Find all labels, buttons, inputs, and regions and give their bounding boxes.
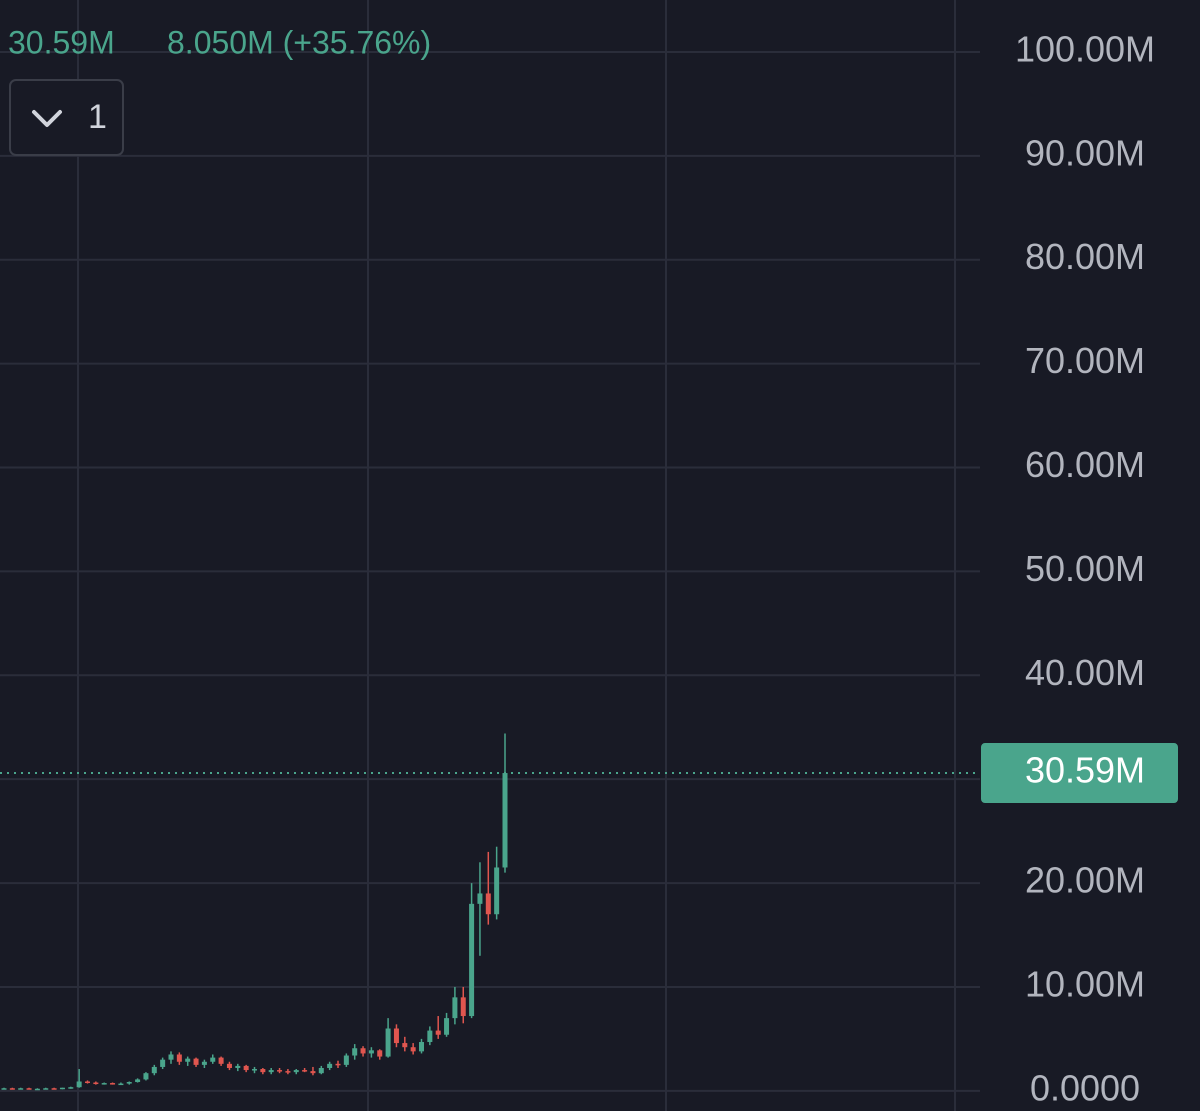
candle-body [18,1088,24,1090]
candle-body [185,1058,191,1062]
y-tick-label: 0.0000 [1030,1067,1140,1108]
candle-body [101,1083,107,1085]
candle-body [51,1088,57,1090]
candle-body [59,1087,65,1090]
candle-body [452,997,458,1019]
y-tick-label: 10.00M [1025,963,1145,1004]
candle-body [302,1070,308,1072]
candle-body [201,1061,207,1065]
y-tick-label: 50.00M [1025,548,1145,589]
candle-body [427,1030,433,1043]
candle-body [26,1088,32,1090]
candle-body [210,1057,216,1062]
candle-body [110,1083,116,1085]
candle-body [168,1054,174,1060]
candle-body [368,1050,374,1054]
candle-body [343,1055,349,1065]
y-tick-label: 80.00M [1025,236,1145,277]
grid [0,0,980,1111]
candle-body [360,1048,366,1054]
interval-button[interactable]: 1 [9,79,124,156]
candle-body [9,1088,15,1090]
y-tick-label: 40.00M [1025,652,1145,693]
candle-body [477,893,483,904]
candle-body [352,1048,358,1056]
candle-body [444,1018,450,1035]
candle-body [43,1088,49,1090]
candle-body [335,1063,341,1066]
y-tick-label: 60.00M [1025,444,1145,485]
candle-body [393,1028,399,1044]
y-tick-label: 90.00M [1025,132,1145,173]
candle-body [327,1063,333,1068]
candle-body [160,1059,166,1067]
candle-body [460,997,466,1017]
candle-body [410,1047,416,1052]
candle-body [402,1043,408,1048]
candle-body [419,1042,424,1052]
candle-body [260,1069,266,1073]
candle-body [235,1065,241,1068]
chevron-icon[interactable] [32,110,62,127]
candle-body [293,1070,299,1073]
y-tick-label: 100.00M [1015,28,1155,69]
y-tick-label: 20.00M [1025,860,1145,901]
candle-body [135,1079,141,1083]
candle-body [385,1028,391,1057]
candle-body [126,1082,132,1084]
button-label[interactable]: 1 [88,98,107,136]
header-price: 30.59M [8,24,115,60]
candle-body [310,1071,316,1074]
candle-body [1,1088,7,1090]
candle-body [76,1081,82,1088]
candle-body [218,1057,224,1064]
candle-body [485,893,491,915]
candle-body [502,773,508,868]
candle-body [193,1058,199,1065]
header-change: 8.050M (+35.76%) [167,24,431,60]
candle-body [176,1054,182,1062]
candle-body [277,1070,283,1072]
button-frame[interactable] [9,79,124,156]
candle-body [494,867,500,915]
candle-body [268,1070,274,1073]
candle-body [226,1063,232,1068]
candle-body [243,1065,249,1071]
candle-body [93,1082,99,1085]
candle-body [151,1066,157,1074]
last-price-box [981,743,1178,804]
y-tick-label: 70.00M [1025,340,1145,381]
candle-body [285,1071,291,1073]
candle-body [469,903,475,1017]
candle-body [252,1069,257,1071]
candle-body [85,1081,90,1083]
candle-body [118,1083,124,1086]
candle-body [435,1030,441,1035]
candle-body [318,1067,324,1074]
candle-body [34,1088,40,1091]
last-price-label: 30.59M [1025,750,1145,791]
candle-body [143,1073,149,1080]
candle-body [377,1050,383,1057]
candle-body [68,1087,74,1089]
